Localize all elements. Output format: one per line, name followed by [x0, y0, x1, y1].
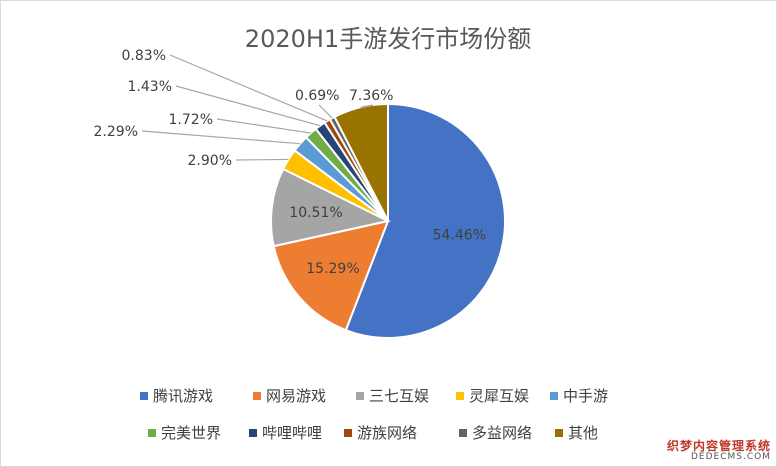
data-label-2: 10.51%: [289, 205, 342, 221]
legend-swatch-7: [344, 429, 352, 437]
legend-label-8: 多益网络: [472, 424, 532, 442]
leader-line-6: [175, 85, 321, 127]
legend-label-0: 腾讯游戏: [153, 387, 213, 405]
legend-swatch-4: [550, 392, 558, 400]
legend-label-2: 三七互娱: [369, 387, 429, 405]
data-label-5: 1.72%: [169, 112, 213, 128]
legend-label-9: 其他: [568, 424, 598, 442]
pie-slices: [270, 102, 506, 339]
legend-swatch-9: [555, 429, 563, 437]
legend-swatch-3: [456, 392, 464, 400]
data-label-4: 2.29%: [94, 124, 138, 140]
leader-line-8: [318, 104, 333, 119]
legend-swatch-2: [356, 392, 364, 400]
watermark: 织梦内容管理系统 DEDECMS.COM: [666, 438, 771, 463]
data-label-6: 1.43%: [128, 79, 172, 95]
legend-swatch-0: [140, 392, 148, 400]
data-label-9: 7.36%: [349, 88, 393, 104]
data-label-7: 0.83%: [122, 48, 166, 64]
leader-line-5: [216, 118, 311, 134]
legend-swatch-8: [459, 429, 467, 437]
legend-label-1: 网易游戏: [266, 387, 326, 405]
legend-label-5: 完美世界: [161, 424, 221, 442]
leader-lines: [141, 54, 374, 161]
chart-title: 2020H1手游发行市场份额: [245, 25, 531, 53]
leader-line-9: [360, 104, 374, 108]
pie-slice-2: [270, 167, 391, 248]
pie-slice-0: [344, 102, 506, 339]
legend-swatch-5: [148, 429, 156, 437]
data-label-3: 2.90%: [188, 153, 232, 169]
data-label-1: 15.29%: [306, 261, 359, 277]
data-labels: 54.46% 15.29% 10.51% 2.90% 2.29% 1.72% 1.43% 0.…: [94, 48, 486, 277]
legend-label-6: 哔哩哔哩: [262, 424, 322, 442]
data-label-0: 54.46%: [433, 227, 486, 243]
watermark-line1: 织梦内容管理系统: [666, 438, 771, 453]
leader-line-3: [235, 158, 289, 161]
legend-label-3: 灵犀互娱: [469, 387, 529, 405]
legend-swatch-6: [249, 429, 257, 437]
leader-line-7: [169, 54, 328, 122]
legend-swatch-1: [253, 392, 261, 400]
pie-slice-1: [272, 219, 390, 332]
leader-line-4: [141, 130, 301, 145]
legend-label-7: 游族网络: [357, 424, 417, 442]
watermark-line2: DEDECMS.COM: [691, 452, 771, 463]
data-label-8: 0.69%: [295, 88, 339, 104]
legend-label-4: 中手游: [563, 387, 608, 405]
